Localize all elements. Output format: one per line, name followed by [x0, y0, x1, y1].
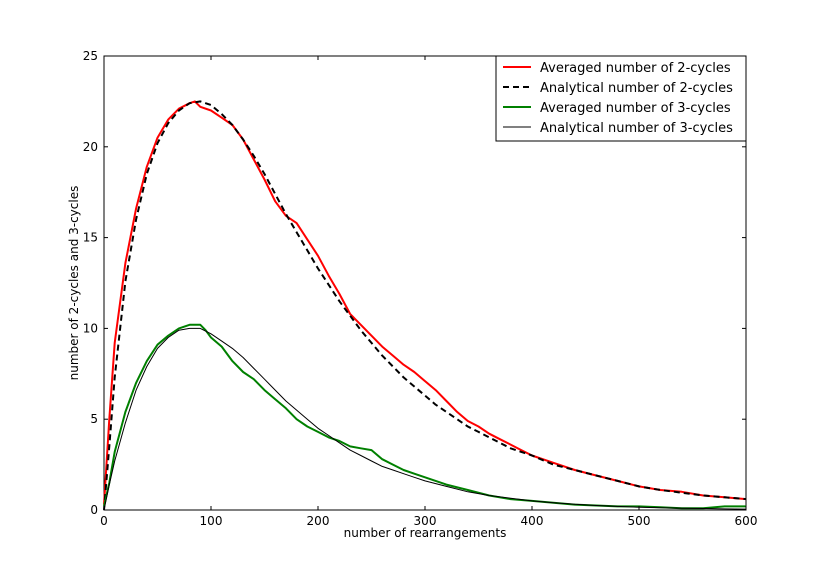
series-layer: [103, 100, 747, 511]
x-tick-label: 600: [735, 514, 758, 528]
legend: Averaged number of 2-cycles Analytical nu…: [495, 55, 747, 142]
legend-label-4: Analytical number of 3-cycles: [540, 121, 733, 136]
y-tick-label: 25: [83, 49, 98, 63]
legend-label-3: Averaged number of 3-cycles: [540, 101, 731, 116]
legend-box: [495, 55, 747, 142]
x-tick-label: 300: [414, 514, 437, 528]
legend-label-2: Analytical number of 2-cycles: [540, 81, 733, 96]
y-tick-label: 10: [83, 321, 98, 335]
ticks-layer: 0 100 200 300 400 500 600 0 5 10 15 20 25: [83, 49, 758, 528]
y-tick-label: 15: [83, 231, 98, 245]
x-tick-label: 0: [100, 514, 108, 528]
y-tick-label: 5: [90, 412, 98, 426]
x-tick-label: 400: [521, 514, 544, 528]
series-line-4: [103, 327, 747, 511]
x-tick-label: 500: [628, 514, 651, 528]
y-axis-label: number of 2-cycles and 3-cycles: [67, 186, 81, 381]
y-tick-label: 0: [90, 503, 98, 517]
legend-label-1: Averaged number of 2-cycles: [540, 61, 731, 76]
legend-items: Averaged number of 2-cycles Analytical nu…: [503, 61, 733, 136]
x-tick-label: 100: [200, 514, 223, 528]
x-axis-label: number of rearrangements: [344, 526, 507, 540]
x-tick-label: 200: [307, 514, 330, 528]
y-tick-label: 20: [83, 140, 98, 154]
